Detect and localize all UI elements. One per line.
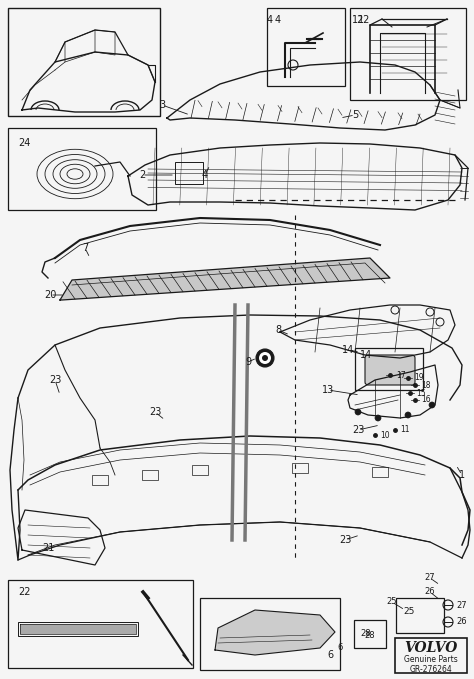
Circle shape	[405, 412, 411, 418]
Text: 26: 26	[456, 617, 466, 627]
Text: 28: 28	[365, 631, 375, 640]
Bar	[192, 465, 208, 475]
Text: 5: 5	[352, 110, 358, 120]
Bar	[175, 162, 203, 184]
Text: 27: 27	[425, 574, 435, 583]
Text: 13: 13	[322, 385, 334, 395]
Text: 12: 12	[352, 15, 365, 25]
Bar	[355, 348, 423, 390]
Bar	[142, 470, 158, 480]
Circle shape	[375, 415, 381, 421]
Text: 26: 26	[425, 587, 435, 596]
Text: 19: 19	[414, 373, 424, 382]
Bar	[354, 620, 386, 648]
Text: 3: 3	[159, 100, 165, 110]
Text: VOLVO: VOLVO	[404, 641, 458, 655]
Polygon shape	[20, 624, 136, 634]
Text: 23: 23	[339, 535, 351, 545]
Polygon shape	[215, 610, 335, 655]
Text: 23: 23	[352, 425, 364, 435]
Text: GR-276264: GR-276264	[410, 665, 452, 674]
Text: 25: 25	[387, 598, 397, 606]
Text: 23: 23	[49, 375, 61, 385]
Text: 1: 1	[459, 470, 465, 480]
Bar	[396, 598, 444, 633]
Text: 20: 20	[44, 290, 56, 300]
Bar	[92, 475, 108, 485]
Bar	[8, 128, 156, 210]
Text: 10: 10	[380, 430, 390, 439]
Text: 23: 23	[149, 407, 161, 417]
FancyBboxPatch shape	[365, 355, 415, 385]
Polygon shape	[60, 258, 390, 300]
Text: 27: 27	[456, 600, 466, 610]
Text: 14: 14	[360, 350, 372, 360]
Text: 14: 14	[342, 345, 354, 355]
Bar	[372, 467, 388, 477]
Bar	[200, 598, 340, 670]
Text: 6: 6	[337, 644, 343, 653]
Text: 25: 25	[403, 608, 414, 617]
Text: 6: 6	[327, 650, 333, 660]
Text: 18: 18	[421, 380, 430, 390]
Bar	[350, 8, 466, 100]
Text: 21: 21	[42, 543, 54, 553]
Text: 4: 4	[267, 15, 273, 25]
Text: 7: 7	[82, 243, 88, 253]
Text: 28: 28	[360, 629, 371, 638]
Text: 4: 4	[202, 170, 208, 180]
Bar	[292, 463, 308, 473]
Text: 2: 2	[139, 170, 145, 180]
Text: 15: 15	[416, 388, 426, 397]
Text: 22: 22	[18, 587, 30, 597]
Bar	[395, 638, 467, 673]
Text: 12: 12	[358, 15, 370, 25]
Bar	[8, 580, 193, 668]
Circle shape	[429, 402, 435, 408]
Text: 17: 17	[396, 371, 406, 380]
Circle shape	[355, 409, 361, 415]
Text: 4: 4	[275, 15, 281, 25]
Text: 16: 16	[421, 395, 430, 405]
Circle shape	[259, 352, 271, 364]
Circle shape	[256, 349, 274, 367]
Text: Genuine Parts: Genuine Parts	[404, 655, 458, 665]
Text: 24: 24	[18, 138, 30, 148]
Bar	[267, 8, 345, 86]
Circle shape	[262, 355, 268, 361]
Text: 11: 11	[400, 426, 410, 435]
Text: 9: 9	[245, 357, 251, 367]
Bar	[8, 8, 160, 116]
Text: 8: 8	[275, 325, 281, 335]
Bar	[18, 622, 138, 636]
